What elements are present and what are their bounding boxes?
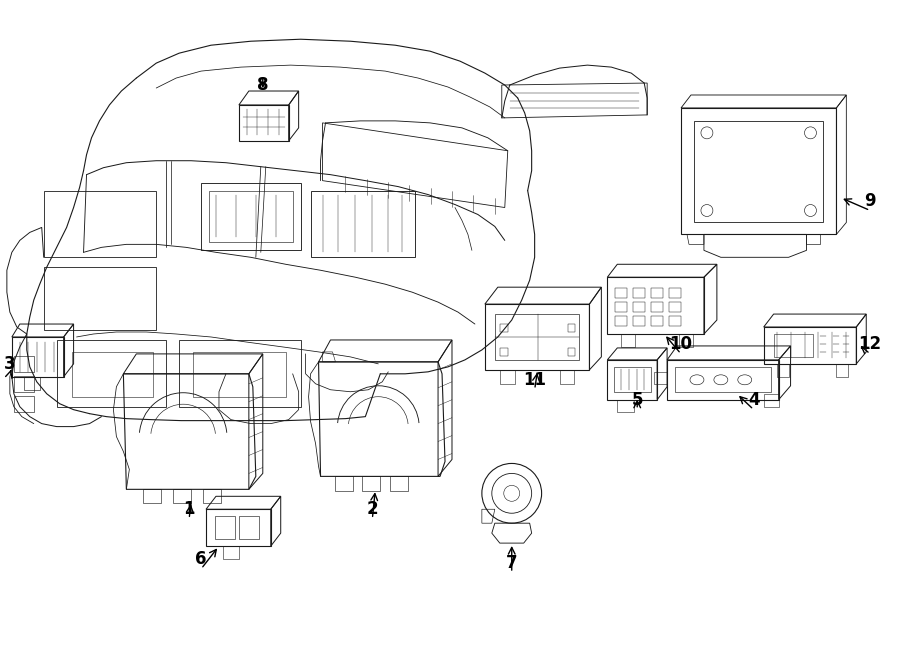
- Bar: [669, 316, 681, 326]
- Bar: [568, 348, 575, 356]
- Bar: [500, 348, 508, 356]
- Bar: [616, 302, 627, 312]
- Text: 1: 1: [184, 500, 194, 518]
- Text: 6: 6: [195, 550, 207, 568]
- Bar: [616, 316, 627, 326]
- Bar: [568, 324, 575, 332]
- Text: 5: 5: [632, 391, 643, 408]
- Bar: [652, 288, 663, 298]
- Text: 7: 7: [506, 554, 518, 572]
- Text: 11: 11: [523, 371, 546, 389]
- Text: 9: 9: [864, 191, 876, 210]
- Bar: [634, 288, 645, 298]
- Bar: [652, 316, 663, 326]
- Bar: [669, 288, 681, 298]
- Bar: [616, 288, 627, 298]
- Text: 2: 2: [366, 500, 378, 518]
- Text: 4: 4: [748, 391, 760, 408]
- Text: 3: 3: [4, 355, 15, 373]
- Bar: [669, 302, 681, 312]
- Bar: [652, 302, 663, 312]
- Text: 8: 8: [257, 76, 268, 94]
- Bar: [634, 316, 645, 326]
- Bar: [500, 324, 508, 332]
- Text: 10: 10: [670, 335, 692, 353]
- Text: 12: 12: [859, 335, 882, 353]
- Bar: [634, 302, 645, 312]
